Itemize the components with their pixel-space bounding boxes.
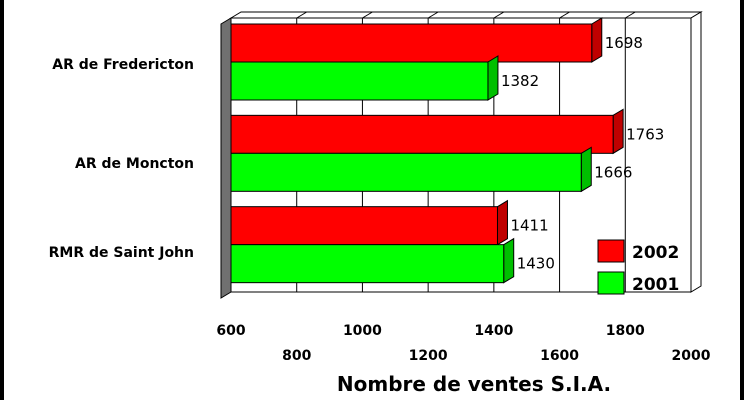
x-tick-label: 1400 — [474, 323, 513, 339]
category-label: RMR de Saint John — [49, 245, 194, 261]
gridline-top — [625, 11, 636, 19]
bar-2002 — [230, 114, 614, 154]
gridline-top — [493, 11, 505, 19]
data-label: 1698 — [605, 34, 643, 52]
legend-swatch-2001 — [597, 271, 625, 295]
bar-2002 — [230, 206, 498, 246]
x-tick-label: 1200 — [409, 348, 448, 364]
category-label: AR de Fredericton — [52, 57, 194, 73]
x-tick-labels: 600 800 1000 1200 1400 1600 1800 2000 — [216, 323, 710, 364]
bar-end-face — [612, 108, 624, 155]
bar-2001 — [230, 61, 489, 101]
x-axis-title: Nombre de ventes S.I.A. — [337, 372, 611, 396]
legend: 2002 2001 — [597, 239, 679, 295]
gridline-top — [427, 11, 439, 19]
gridline-top — [559, 11, 570, 19]
bar-chart: 1698 1382 1763 1666 1411 1430 AR de Frederict… — [49, 11, 711, 396]
x-tick-label: 1600 — [540, 348, 579, 364]
legend-label: 2001 — [632, 275, 679, 295]
data-label: 1382 — [501, 72, 539, 90]
x-tick-label: 800 — [282, 348, 311, 364]
x-tick-label: 1000 — [343, 323, 382, 339]
legend-label: 2002 — [632, 243, 679, 263]
legend-swatch-2002 — [597, 239, 625, 263]
bar-2002 — [230, 23, 593, 63]
data-label: 1430 — [517, 255, 555, 273]
bar-end-face — [487, 55, 499, 101]
gridline-top — [296, 11, 307, 19]
data-label: 1411 — [510, 217, 548, 235]
bar-end-face — [591, 17, 603, 63]
data-label: 1666 — [594, 163, 632, 181]
left-wall — [220, 17, 232, 299]
category-label: AR de Moncton — [75, 156, 194, 172]
bar-end-face — [503, 237, 515, 284]
bar-2001 — [230, 152, 582, 192]
bar-2001 — [230, 244, 505, 284]
x-tick-label: 2000 — [672, 348, 711, 364]
gridline-top — [362, 11, 373, 19]
bar-series: 1698 1382 1763 1666 1411 1430 — [230, 17, 664, 284]
bar-end-face — [580, 146, 592, 193]
x-tick-label: 1800 — [606, 323, 645, 339]
side-wall — [690, 11, 702, 293]
bar-end-face — [496, 199, 508, 246]
data-label: 1763 — [626, 125, 664, 143]
x-tick-label: 600 — [216, 323, 245, 339]
category-labels: AR de Fredericton AR de Moncton RMR de Sai… — [49, 57, 194, 261]
